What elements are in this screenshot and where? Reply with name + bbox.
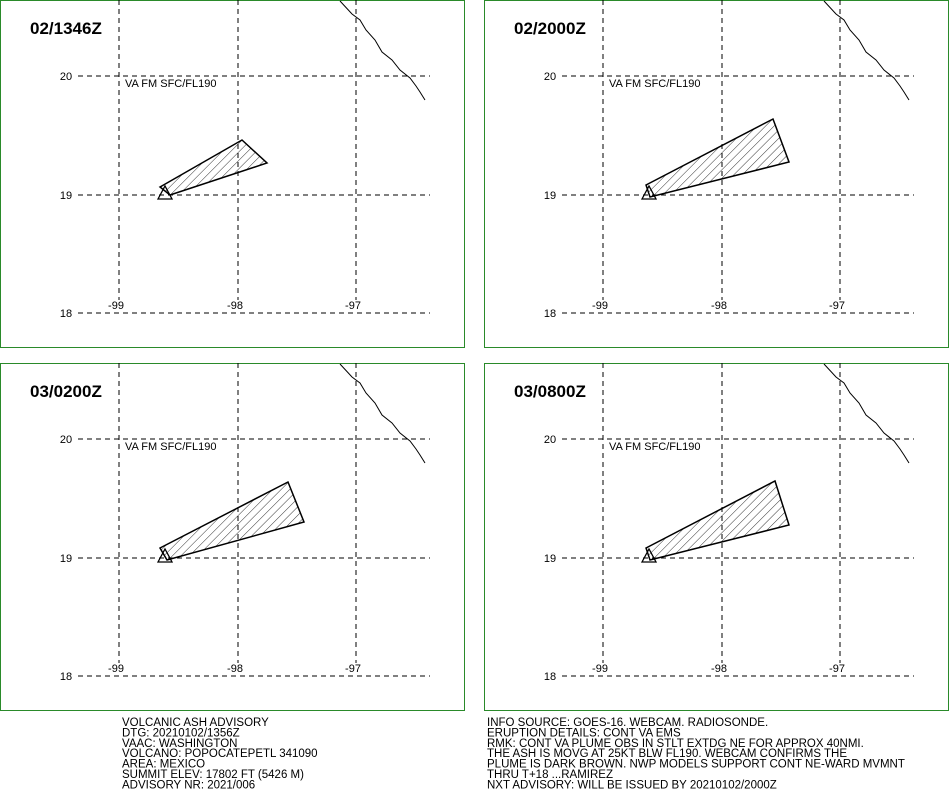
coastline [339, 363, 426, 464]
latitude-label: 19 [60, 190, 72, 202]
level-label: VA FM SFC/FL190 [609, 78, 701, 90]
ash-plume [158, 480, 306, 561]
longitude-label: -98 [227, 663, 243, 675]
latitude-label: 19 [544, 553, 556, 565]
level-label: VA FM SFC/FL190 [609, 441, 701, 453]
advisory-text: SUMMIT ELEV: 17802 FT (5426 M) [122, 769, 304, 781]
longitude-label: -99 [592, 663, 608, 675]
coastline [339, 0, 426, 101]
advisory-text: VOLCANO: POPOCATEPETL 341090 [122, 748, 318, 760]
level-label: VA FM SFC/FL190 [125, 441, 217, 453]
latitude-label: 20 [60, 434, 72, 446]
time-label: 03/0800Z [514, 382, 586, 401]
time-label: 02/2000Z [514, 19, 586, 38]
advisory-text: THE ASH IS MOVG AT 25KT BLW FL190. WEBCA… [487, 748, 847, 760]
longitude-label: -99 [592, 300, 608, 312]
ash-plume [645, 117, 790, 198]
panel-border [484, 363, 949, 711]
volcano-symbol [156, 184, 174, 200]
latitude-label: 18 [60, 671, 72, 683]
latitude-label: 18 [544, 671, 556, 683]
panel-border [0, 363, 465, 711]
longitude-label: -97 [345, 663, 361, 675]
latitude-label: 19 [60, 553, 72, 565]
volcano-symbol [156, 547, 174, 563]
map-panel: 20 19 18 -99 -98 -97 03/0800Z VA FM SFC/FL190 [484, 363, 949, 711]
ash-plume [158, 139, 269, 196]
longitude-label: -97 [829, 663, 845, 675]
advisory-text: DTG: 20210102/1356Z [122, 727, 240, 739]
longitude-label: -98 [711, 300, 727, 312]
time-label: 03/0200Z [30, 382, 102, 401]
advisory-text: ERUPTION DETAILS: CONT VA EMS [487, 727, 681, 739]
latitude-label: 19 [544, 190, 556, 202]
longitude-label: -99 [108, 663, 124, 675]
map-panel: 20 19 18 -99 -98 -97 03/0200Z VA FM SFC/FL190 [0, 363, 465, 711]
advisory-text: RMK: CONT VA PLUME OBS IN STLT EXTDG NE … [487, 738, 864, 750]
advisory-text: AREA: MEXICO [122, 759, 205, 771]
advisory-text: ADVISORY NR: 2021/006 [122, 779, 255, 791]
map-panel: 20 19 18 -99 -98 -97 02/2000Z VA FM SFC/FL190 [484, 0, 949, 348]
latitude-label: 20 [544, 71, 556, 83]
advisory-text: THRU T+18 ...RAMIREZ [487, 769, 613, 781]
advisory-text: INFO SOURCE: GOES-16. WEBCAM. RADIOSONDE… [487, 717, 768, 729]
volcano-symbol [640, 184, 658, 200]
ash-plume [645, 479, 790, 561]
longitude-label: -99 [108, 300, 124, 312]
latitude-label: 20 [544, 434, 556, 446]
coastline [823, 363, 910, 464]
longitude-label: -98 [711, 663, 727, 675]
longitude-label: -97 [829, 300, 845, 312]
latitude-label: 18 [60, 308, 72, 320]
advisory-text: NXT ADVISORY: WILL BE ISSUED BY 20210102… [487, 779, 777, 791]
advisory-text: VOLCANIC ASH ADVISORY [122, 717, 269, 729]
latitude-label: 18 [544, 308, 556, 320]
advisory-text: VAAC: WASHINGTON [122, 738, 237, 750]
volcano-symbol [640, 547, 658, 563]
level-label: VA FM SFC/FL190 [125, 78, 217, 90]
map-panel: 20 19 18 -99 -98 -97 02/1346Z VA FM SFC/FL190 [0, 0, 465, 348]
latitude-label: 20 [60, 71, 72, 83]
advisory-text: PLUME IS DARK BROWN. NWP MODELS SUPPORT … [487, 759, 905, 771]
coastline [823, 0, 910, 101]
longitude-label: -98 [227, 300, 243, 312]
panel-border [484, 0, 949, 348]
time-label: 02/1346Z [30, 19, 102, 38]
panel-border [0, 0, 465, 348]
longitude-label: -97 [345, 300, 361, 312]
